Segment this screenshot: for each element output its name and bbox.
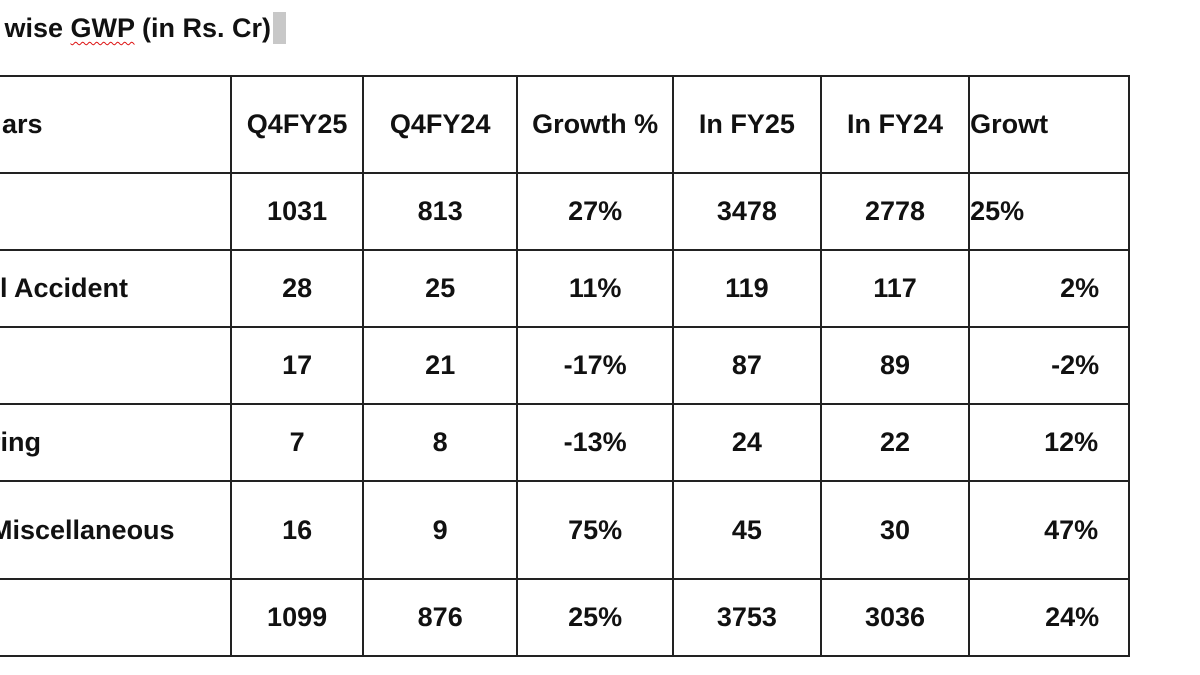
table-cell: 7 [230, 403, 364, 482]
header-cell: Growt [968, 75, 1130, 174]
table-cell: 17 [230, 326, 364, 405]
table-row: 1031 813 27% 3478 2778 25% [0, 172, 1130, 251]
row-label [0, 578, 233, 657]
table-cell: 89 [819, 326, 971, 405]
table-cell: 1031 [230, 172, 364, 251]
table-cell: 3036 [819, 578, 971, 657]
header-cell: Q4FY25 [230, 75, 364, 174]
table-cell: -2% [968, 326, 1130, 405]
table-cell: 25 [361, 249, 519, 328]
row-label: Miscellaneous [0, 480, 233, 580]
text-selection-cursor [273, 12, 287, 44]
header-cell: ars [0, 75, 233, 174]
table-cell: 27% [516, 172, 674, 251]
table-cell: 3753 [671, 578, 822, 657]
table-cell: 47% [968, 480, 1130, 580]
row-label [0, 326, 233, 405]
table-row: Miscellaneous 16 9 75% 45 30 47% [0, 480, 1130, 580]
table-cell: 117 [819, 249, 971, 328]
table-row: ring 7 8 -13% 24 22 12% [0, 403, 1130, 482]
header-cell: In FY25 [671, 75, 822, 174]
document-title: t wise GWP (in Rs. Cr) [0, 8, 287, 48]
table-cell: 75% [516, 480, 674, 580]
table-cell: 2% [968, 249, 1130, 328]
table-row: 17 21 -17% 87 89 -2% [0, 326, 1130, 405]
table-cell: 22 [819, 403, 971, 482]
table-cell: 24% [968, 578, 1130, 657]
table-cell: 87 [671, 326, 822, 405]
title-suffix: (in Rs. Cr) [134, 13, 272, 43]
table-cell: 45 [671, 480, 822, 580]
table-cell: 25% [968, 172, 1130, 251]
table-cell: 1099 [230, 578, 364, 657]
table-cell: 21 [361, 326, 519, 405]
table-row: 1099 876 25% 3753 3036 24% [0, 578, 1130, 657]
gwp-table: ars Q4FY25 Q4FY24 Growth % In FY25 In FY… [0, 75, 1130, 657]
table-header-row: ars Q4FY25 Q4FY24 Growth % In FY25 In FY… [0, 75, 1130, 174]
title-prefix: t wise [0, 13, 64, 43]
table-cell: 28 [230, 249, 364, 328]
table-cell: 119 [671, 249, 822, 328]
table-cell: 24 [671, 403, 822, 482]
row-label: ring [0, 403, 233, 482]
table-cell: 813 [361, 172, 519, 251]
header-cell: Q4FY24 [361, 75, 519, 174]
table-cell: 16 [230, 480, 364, 580]
table-cell: 9 [361, 480, 519, 580]
header-cell: In FY24 [819, 75, 971, 174]
table-cell: 12% [968, 403, 1130, 482]
table-cell: 876 [361, 578, 519, 657]
row-label: l Accident [0, 249, 233, 328]
title-gwp: GWP [70, 13, 135, 43]
table-cell: -17% [516, 326, 674, 405]
table-cell: -13% [516, 403, 674, 482]
table-cell: 11% [516, 249, 674, 328]
table-row: l Accident 28 25 11% 119 117 2% [0, 249, 1130, 328]
header-cell: Growth % [516, 75, 674, 174]
table-cell: 8 [361, 403, 519, 482]
table-cell: 30 [819, 480, 971, 580]
row-label [0, 172, 233, 251]
table-cell: 2778 [819, 172, 971, 251]
table-cell: 3478 [671, 172, 822, 251]
table-cell: 25% [516, 578, 674, 657]
